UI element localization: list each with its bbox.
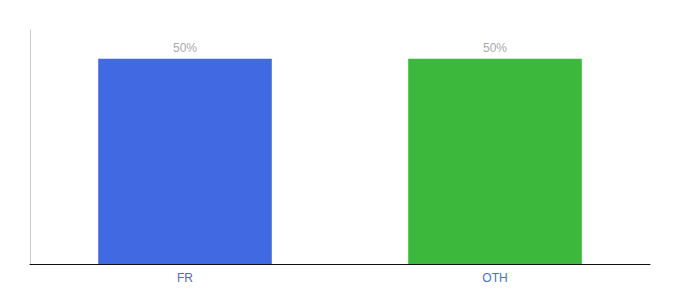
svg-text:OTH: OTH <box>482 271 507 285</box>
svg-text:FR: FR <box>177 271 193 285</box>
svg-text:50%: 50% <box>483 41 507 55</box>
svg-text:50%: 50% <box>173 41 197 55</box>
